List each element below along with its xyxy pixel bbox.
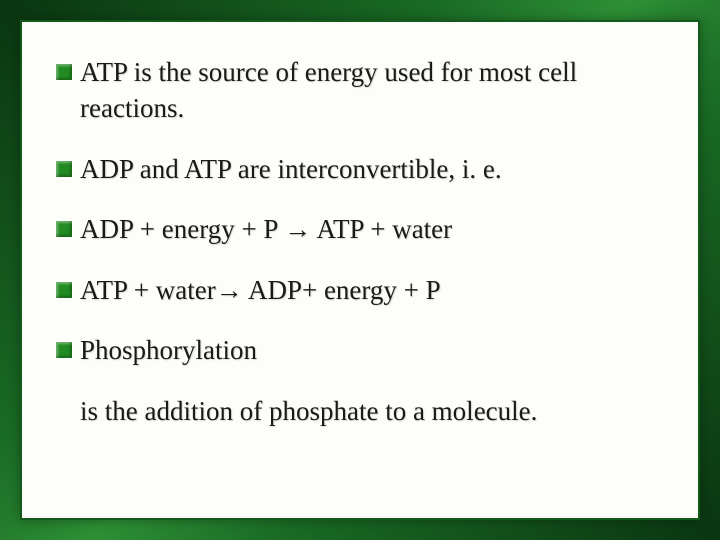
bullet-square-icon — [56, 221, 72, 237]
bullet-text: ADP + energy + P → ATP + water — [80, 211, 664, 247]
list-item: Phosphorylation — [56, 332, 664, 368]
bullet-square-icon — [56, 282, 72, 298]
list-item: ATP is the source of energy used for mos… — [56, 54, 664, 127]
list-item: ADP and ATP are interconvertible, i. e. — [56, 151, 664, 187]
bullet-square-icon — [56, 64, 72, 80]
list-item: ATP + water→ ADP+ energy + P — [56, 272, 664, 308]
list-item: ADP + energy + P → ATP + water — [56, 211, 664, 247]
bullet-text: ATP is the source of energy used for mos… — [80, 54, 664, 127]
bullet-text: ATP + water→ ADP+ energy + P — [80, 272, 664, 308]
bullet-text: Phosphorylation — [80, 332, 664, 368]
continuation-text: is the addition of phosphate to a molecu… — [80, 393, 664, 429]
bullet-square-icon — [56, 161, 72, 177]
bullet-text: ADP and ATP are interconvertible, i. e. — [80, 151, 664, 187]
slide-card: ATP is the source of energy used for mos… — [20, 20, 700, 520]
bullet-square-icon — [56, 342, 72, 358]
